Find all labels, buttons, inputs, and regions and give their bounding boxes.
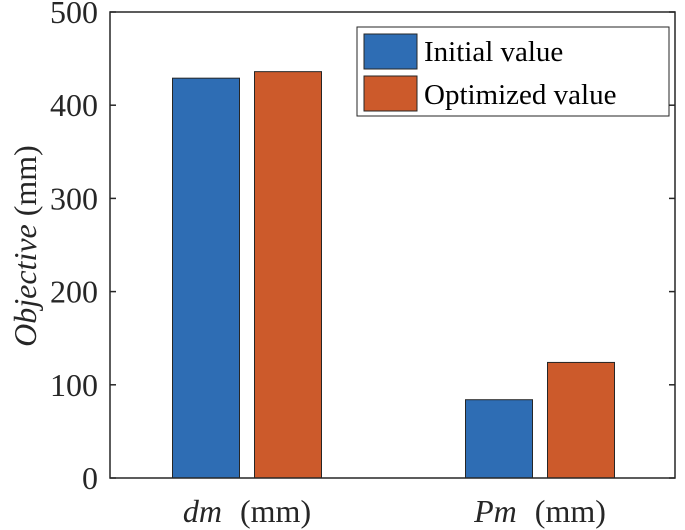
x-tick-label-pm: Pm (mm) — [473, 493, 606, 529]
legend: Initial value Optimized value — [356, 26, 670, 117]
x-tick-label-pm-italic: Pm — [473, 493, 517, 529]
y-axis-ticks: 0 100 200 300 400 500 — [50, 0, 675, 496]
y-tick-label-500: 500 — [50, 0, 98, 30]
y-axis-label-unit: (mm) — [7, 145, 43, 224]
x-axis-labels: dm (mm) Pm (mm) — [183, 493, 606, 529]
bar-initial-dm — [172, 77, 240, 479]
legend-label-optimized: Optimized value — [424, 79, 616, 111]
y-axis-label: Objective (mm) — [7, 145, 43, 347]
y-tick-label-0: 0 — [82, 460, 98, 496]
x-tick-label-dm-italic: dm — [183, 493, 222, 529]
legend-swatch-initial — [363, 33, 418, 70]
x-tick-label-dm-unit: (mm) — [232, 493, 311, 529]
x-tick-label-pm-unit: (mm) — [527, 493, 606, 529]
y-tick-label-200: 200 — [50, 274, 98, 310]
y-axis-label-italic: Objective — [7, 224, 43, 347]
y-tick-label-100: 100 — [50, 367, 98, 403]
x-tick-label-dm: dm (mm) — [183, 493, 311, 529]
y-tick-label-400: 400 — [50, 87, 98, 123]
bars — [172, 71, 615, 479]
bar-initial-pm — [465, 399, 533, 479]
bar-optimized-dm — [254, 71, 322, 479]
y-tick-label-300: 300 — [50, 180, 98, 216]
bar-optimized-pm — [547, 361, 615, 479]
legend-swatch-optimized — [363, 75, 418, 112]
plot-frame — [109, 11, 676, 479]
legend-label-initial: Initial value — [424, 36, 563, 68]
